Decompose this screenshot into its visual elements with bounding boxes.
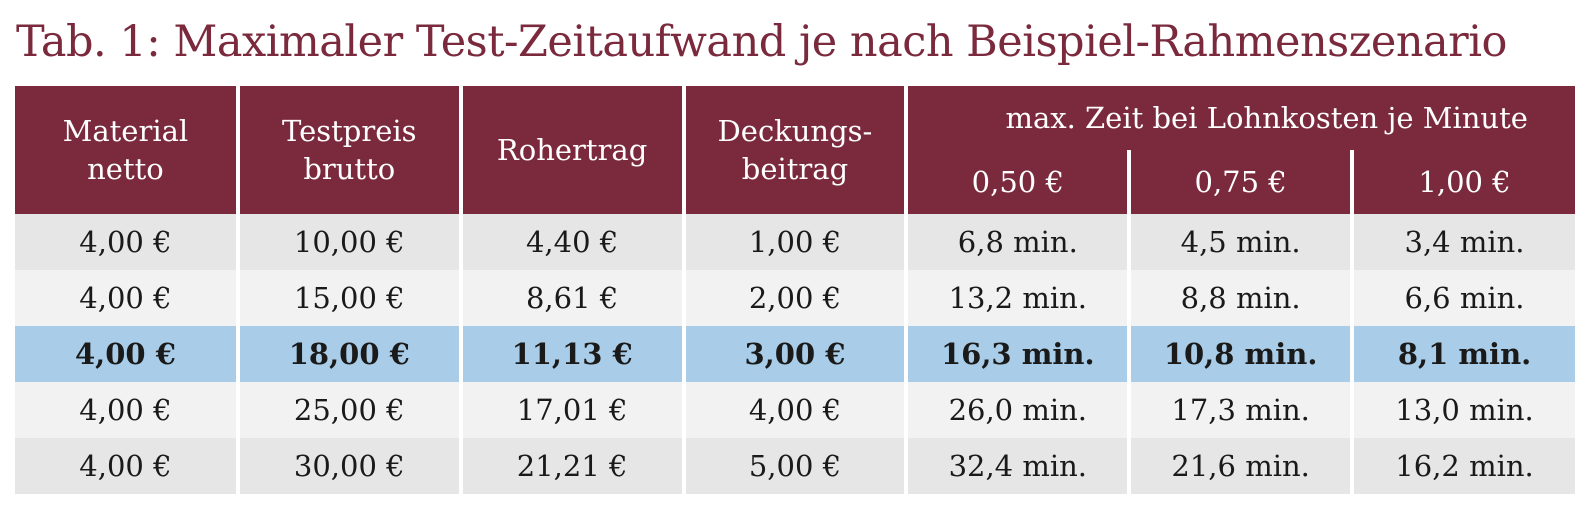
header-material: Material netto — [15, 86, 238, 214]
table-cell: 8,8 min. — [1127, 270, 1353, 326]
table-cell: 15,00 € — [235, 270, 461, 326]
table-cell: 4,00 € — [15, 214, 238, 270]
table-cell: 30,00 € — [235, 438, 461, 494]
header-testpreis: Testpreis brutto — [235, 86, 461, 214]
table-cell: 4,00 € — [15, 326, 238, 382]
table-cell: 21,6 min. — [1127, 438, 1353, 494]
header-testpreis-line2: brutto — [303, 152, 396, 186]
table-cell: 25,00 € — [235, 382, 461, 438]
header-material-line1: Material — [62, 114, 189, 148]
table-cell: 26,0 min. — [904, 382, 1130, 438]
table-row: 4,00 €10,00 €4,40 €1,00 €6,8 min. 4,5 min… — [15, 214, 1575, 270]
table-cell: 6,8 min. — [904, 214, 1130, 270]
table-cell: 5,00 € — [681, 438, 907, 494]
table-cell: 1,00 € — [681, 214, 907, 270]
table-cell: 4,00 € — [15, 270, 238, 326]
table-header: Material netto Testpreis brutto Rohertra… — [15, 86, 1575, 214]
header-group-label: max. Zeit bei Lohnkosten je Minute — [1005, 101, 1528, 135]
table-cell: 16,2 min. — [1350, 438, 1575, 494]
header-rate-050: 0,50 € — [904, 150, 1130, 214]
table-cell: 3,4 min. — [1350, 214, 1575, 270]
table-cell: 11,13 € — [458, 326, 684, 382]
header-testpreis-line1: Testpreis — [281, 114, 417, 148]
table-cell: 17,3 min. — [1127, 382, 1353, 438]
table-cell: 2,00 € — [681, 270, 907, 326]
header-group-max-time: max. Zeit bei Lohnkosten je Minute — [904, 86, 1575, 150]
table-cell: 13,2 min. — [904, 270, 1130, 326]
table-cell: 4,00 € — [681, 382, 907, 438]
header-rate-075: 0,75 € — [1127, 150, 1353, 214]
data-table: Material netto Testpreis brutto Rohertra… — [15, 86, 1575, 494]
header-deckung-line2: beitrag — [741, 152, 849, 186]
table-cell: 17,01 € — [458, 382, 684, 438]
table-cell: 10,00 € — [235, 214, 461, 270]
header-material-line2: netto — [87, 152, 164, 186]
table-title: Tab. 1: Maximaler Test-Zeitaufwand je na… — [16, 17, 1507, 67]
table-cell: 6,6 min. — [1350, 270, 1575, 326]
table-cell: 13,0 min. — [1350, 382, 1575, 438]
header-deckung-line1: Deckungs- — [717, 114, 873, 148]
table-cell: 8,1 min. — [1350, 326, 1575, 382]
table-cell: 21,21 € — [458, 438, 684, 494]
table-cell: 16,3 min. — [904, 326, 1130, 382]
table-cell: 4,40 € — [458, 214, 684, 270]
table-cell: 4,00 € — [15, 438, 238, 494]
table-row-highlighted: 4,00 €18,00 €11,13 €3,00 €16,3 min. 10,8 … — [15, 326, 1575, 382]
header-rohertrag: Rohertrag — [458, 86, 684, 214]
table-cell: 8,61 € — [458, 270, 684, 326]
table-row: 4,00 €30,00 €21,21 €5,00 €32,4 min. 21,6 … — [15, 438, 1575, 494]
table-cell: 10,8 min. — [1127, 326, 1353, 382]
table-row: 4,00 €25,00 €17,01 €4,00 €26,0 min. 17,3 … — [15, 382, 1575, 438]
table-cell: 18,00 € — [235, 326, 461, 382]
table-body: 4,00 €10,00 €4,40 €1,00 €6,8 min. 4,5 min… — [15, 214, 1575, 494]
table-row: 4,00 €15,00 €8,61 €2,00 €13,2 min. 8,8 mi… — [15, 270, 1575, 326]
table-cell: 3,00 € — [681, 326, 907, 382]
header-rate-100: 1,00 € — [1350, 150, 1575, 214]
table-cell: 4,5 min. — [1127, 214, 1353, 270]
header-deckungsbeitrag: Deckungs- beitrag — [681, 86, 907, 214]
table-cell: 4,00 € — [15, 382, 238, 438]
table-cell: 32,4 min. — [904, 438, 1130, 494]
